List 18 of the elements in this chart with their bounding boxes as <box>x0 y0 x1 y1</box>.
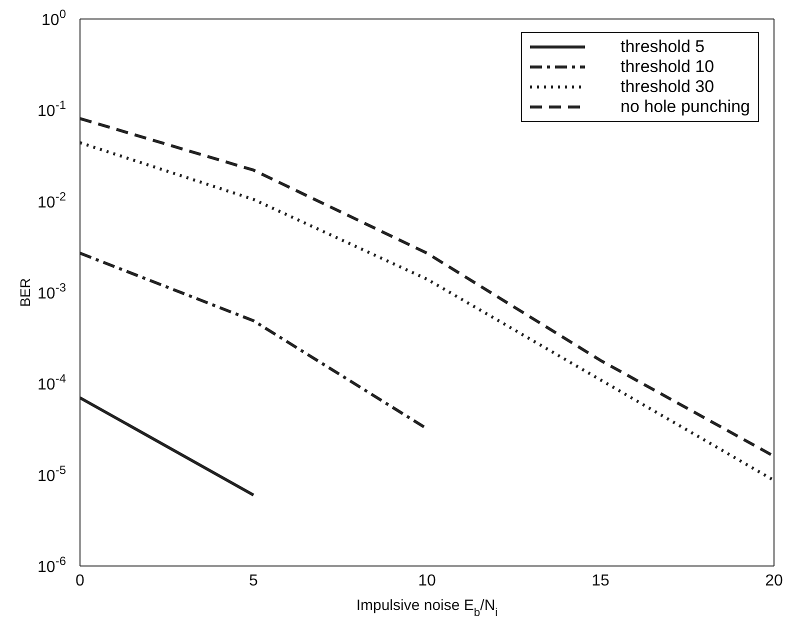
x-tick-label: 5 <box>249 572 258 590</box>
x-axis-title: Impulsive noise E$_{b}$/N$_{i}$ <box>356 597 498 619</box>
y-tick-label: 10$^{-3}$ <box>38 280 66 302</box>
y-tick-label: 10$^{0}$ <box>42 7 66 29</box>
y-tick-label: 10$^{-6}$ <box>38 554 66 576</box>
legend-label: threshold 10 <box>620 57 714 77</box>
y-tick-label: 10$^{-5}$ <box>38 462 66 485</box>
x-tick-label: 10 <box>418 572 436 590</box>
y-tick-label: 10$^{-4}$ <box>38 372 66 394</box>
y-tick-label: 10$^{-1}$ <box>38 98 66 120</box>
y-tick-label: 10$^{-2}$ <box>38 189 66 212</box>
x-tick-label: 15 <box>592 572 610 590</box>
x-tick-label: 20 <box>765 572 783 590</box>
legend-label: no hole punching <box>620 97 750 117</box>
x-tick-label: 0 <box>76 572 85 590</box>
legend-label: threshold 5 <box>620 37 705 57</box>
y-axis-title: BER <box>17 278 33 307</box>
legend-label: threshold 30 <box>620 77 714 97</box>
